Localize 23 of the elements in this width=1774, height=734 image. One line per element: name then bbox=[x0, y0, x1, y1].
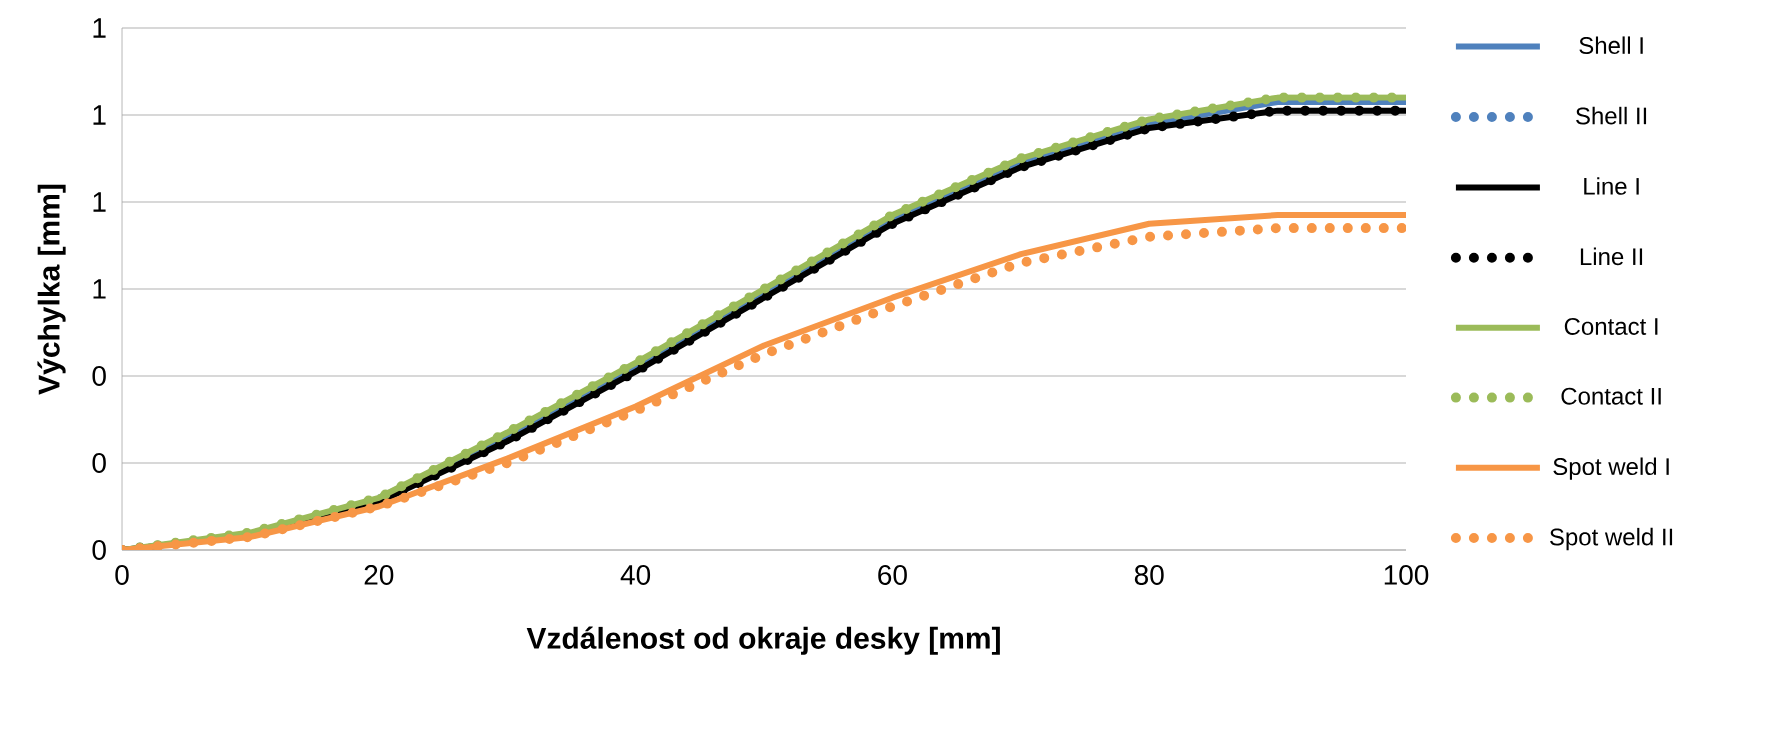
x-tick-label: 40 bbox=[620, 565, 651, 585]
legend-label: Contact II bbox=[1561, 387, 1661, 405]
x-axis-title: Vzdálenost od okraje desky [mm] bbox=[526, 626, 1000, 655]
y-axis-title: Výchylka [mm] bbox=[37, 184, 66, 395]
y-tick-label: 0 bbox=[92, 540, 106, 560]
y-tick-label: 1 bbox=[93, 279, 106, 299]
x-tick-label: 0 bbox=[115, 565, 129, 585]
legend-label: Line II bbox=[1580, 247, 1643, 266]
legend-label: Shell II bbox=[1576, 106, 1647, 125]
y-tick-label: 0 bbox=[92, 366, 106, 386]
y-tick-label: 0 bbox=[92, 453, 106, 473]
x-tick-label: 20 bbox=[364, 565, 394, 585]
y-tick-label: 1 bbox=[93, 192, 106, 212]
x-tick-label: 100 bbox=[1384, 565, 1429, 585]
legend-label: Spot weld I bbox=[1553, 457, 1669, 480]
y-tick-label: 1 bbox=[93, 18, 106, 38]
x-tick-label: 60 bbox=[878, 565, 907, 585]
legend-label: Spot weld II bbox=[1550, 527, 1673, 551]
legend-label: Shell I bbox=[1579, 36, 1643, 55]
x-tick-label: 80 bbox=[1134, 565, 1164, 585]
y-tick-label: 1 bbox=[93, 105, 106, 125]
legend-label: Contact I bbox=[1564, 317, 1658, 335]
legend-label: Line I bbox=[1584, 177, 1639, 195]
